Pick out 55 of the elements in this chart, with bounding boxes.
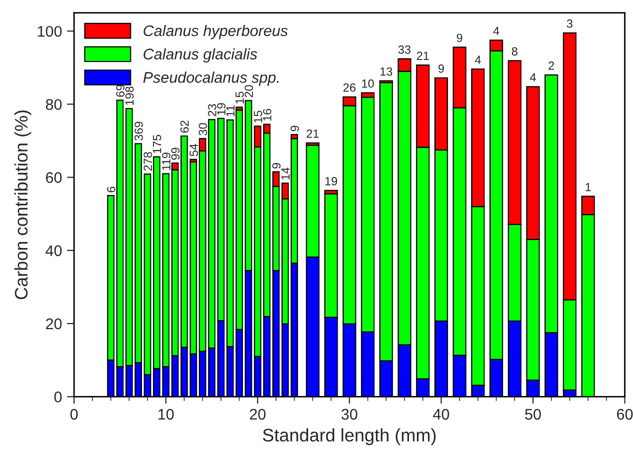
x-tick-label: 0	[70, 408, 78, 420]
annotation: 9	[290, 126, 299, 132]
annotation: 21	[306, 129, 319, 138]
y-tick-label: 80	[46, 99, 62, 110]
annotation: 198	[125, 86, 134, 105]
annotation: 14	[281, 168, 290, 180]
annotation: 4	[530, 73, 536, 82]
annotation: 15	[236, 92, 244, 104]
annotation: 369	[134, 122, 143, 140]
annotation: 21	[416, 52, 429, 60]
legend-label: Calanus glacialis	[144, 48, 258, 63]
annotation: 6	[106, 186, 116, 192]
x-axis-title: Standard length (mm)	[262, 428, 436, 446]
legend-label: Pseudocalanus spp.	[143, 72, 279, 86]
x-tick-label: 50	[525, 408, 541, 420]
annotation: 62	[180, 120, 189, 133]
annotation: 30	[198, 123, 208, 136]
annotation: 119	[162, 152, 170, 170]
annotation: 4	[493, 26, 500, 35]
annotation: 33	[398, 45, 411, 54]
y-tick-label: 60	[46, 172, 62, 183]
annotation: 20	[244, 85, 254, 98]
x-tick-label: 40	[433, 408, 450, 420]
y-tick-label: 100	[38, 26, 62, 37]
annotation: 1	[586, 182, 591, 192]
annotation: 9	[272, 163, 281, 168]
annotation: 9	[438, 64, 444, 73]
y-tick-label: 40	[46, 245, 62, 256]
annotation: 69	[116, 84, 125, 97]
y-tick-label: 20	[46, 318, 62, 330]
annotation: 4	[474, 56, 481, 64]
legend-label: Calanus hyperboreus	[144, 24, 288, 40]
annotation: 10	[362, 79, 374, 88]
annotation: 19	[325, 177, 338, 186]
annotation: 13	[380, 67, 392, 76]
annotation: 2	[548, 61, 554, 70]
annotation: 11	[226, 105, 235, 116]
annotation: 54	[190, 144, 198, 156]
annotation: 8	[512, 47, 518, 56]
annotation: 9	[456, 34, 462, 42]
y-axis-title: Carbon contribution (%)	[14, 110, 32, 300]
annotation: 15	[254, 110, 262, 122]
x-tick-label: 60	[617, 408, 633, 420]
y-tick-label: 0	[54, 392, 62, 402]
annotation: 99	[171, 148, 180, 160]
annotation: 175	[152, 134, 162, 154]
annotation: 26	[343, 83, 356, 92]
annotation: 278	[144, 152, 152, 171]
annotation: 19	[217, 103, 226, 115]
x-tick-label: 30	[342, 408, 358, 420]
annotation: 16	[263, 108, 272, 121]
x-tick-label: 20	[250, 408, 266, 420]
annotation: 23	[208, 104, 216, 116]
x-tick-label: 10	[158, 408, 174, 420]
annotation: 3	[566, 19, 572, 28]
